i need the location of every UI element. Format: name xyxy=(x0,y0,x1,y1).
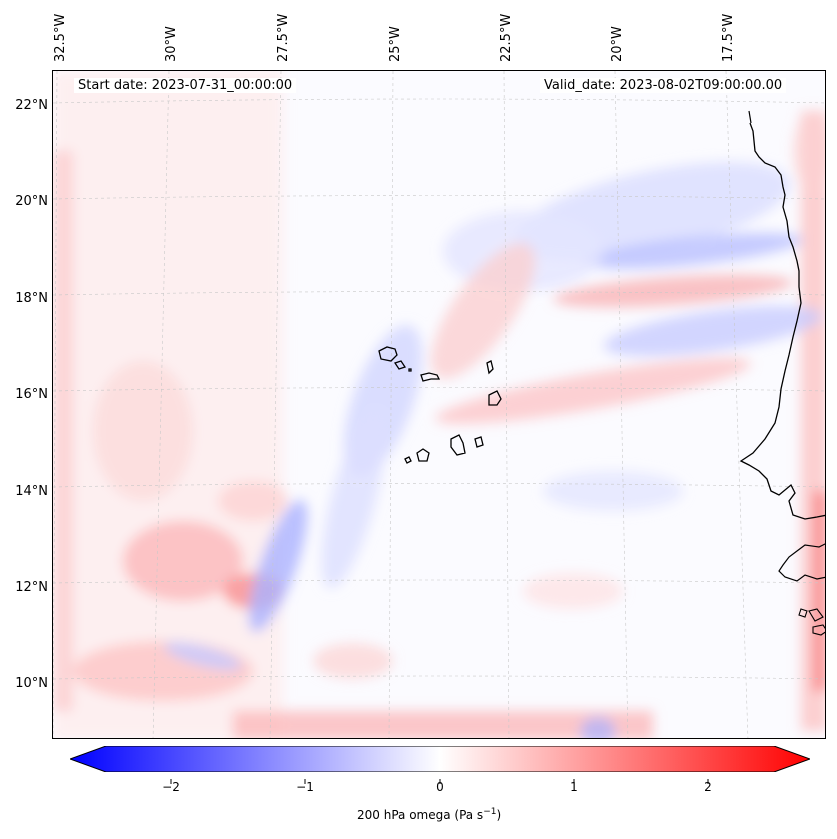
colorbar-tick-marks xyxy=(0,772,837,784)
omega-field-shading xyxy=(53,71,825,738)
lon-label-25w: 25°W xyxy=(388,26,403,62)
lon-label-30w: 30°W xyxy=(164,26,179,62)
colorbar-tick-1: 1 xyxy=(570,780,578,794)
colorbar-label-text: 200 hPa omega (Pa s xyxy=(357,808,484,822)
island-fogo xyxy=(416,448,430,462)
lon-label-17-5w: 17.5°W xyxy=(721,13,736,62)
rock-islet xyxy=(408,368,412,372)
africa-coastline xyxy=(739,122,825,520)
island-brava xyxy=(404,456,412,464)
guinea-coast xyxy=(778,543,825,582)
island-sal xyxy=(486,360,494,375)
colorbar-tick-svg xyxy=(170,779,709,784)
graticule-gridlines xyxy=(53,71,825,738)
lat-label-22n: 22°N xyxy=(15,98,48,113)
lat-label-20n: 20°N xyxy=(15,194,48,209)
omega-field-map xyxy=(53,71,825,738)
valid-date-label: Valid_date: 2023-08-02T09:00:00.00 xyxy=(540,78,787,93)
lat-label-18n: 18°N xyxy=(15,291,48,306)
lon-label-20w: 20°W xyxy=(610,26,625,62)
island-santo-antao xyxy=(378,346,398,362)
island-santiago xyxy=(450,434,466,456)
colorbar-svg xyxy=(68,745,812,773)
colorbar-label-close: ) xyxy=(496,808,502,822)
colorbar-tick-0: 0 xyxy=(436,780,444,794)
island-maio xyxy=(474,436,484,448)
colorbar-tick-neg1: −1 xyxy=(296,780,314,794)
lat-label-14n: 14°N xyxy=(15,484,48,499)
colorbar-label: 200 hPa omega (Pa s−1) xyxy=(357,807,501,822)
island-sao-nicolau xyxy=(420,372,441,382)
colorbar-tick-neg2: −2 xyxy=(162,780,180,794)
colorbar xyxy=(68,745,812,773)
lat-label-10n: 10°N xyxy=(15,676,48,691)
lon-label-32-5w: 32.5°W xyxy=(53,13,68,62)
lon-label-22-5w: 22.5°W xyxy=(499,13,514,62)
lat-label-12n: 12°N xyxy=(15,580,48,595)
island-boa-vista xyxy=(488,390,502,406)
colorbar-tick-2: 2 xyxy=(704,780,712,794)
lat-label-16n: 16°N xyxy=(15,387,48,402)
map-panel[interactable] xyxy=(52,70,826,739)
colorbar-label-exponent: −1 xyxy=(483,807,497,817)
island-sao-vicente xyxy=(393,360,407,370)
lon-label-27-5w: 27.5°W xyxy=(276,13,291,62)
bissagos-islands xyxy=(798,608,825,636)
northern-coast xyxy=(748,110,752,124)
start-date-label: Start date: 2023-07-31_00:00:00 xyxy=(74,78,297,93)
cape-verde-islands xyxy=(378,346,502,464)
